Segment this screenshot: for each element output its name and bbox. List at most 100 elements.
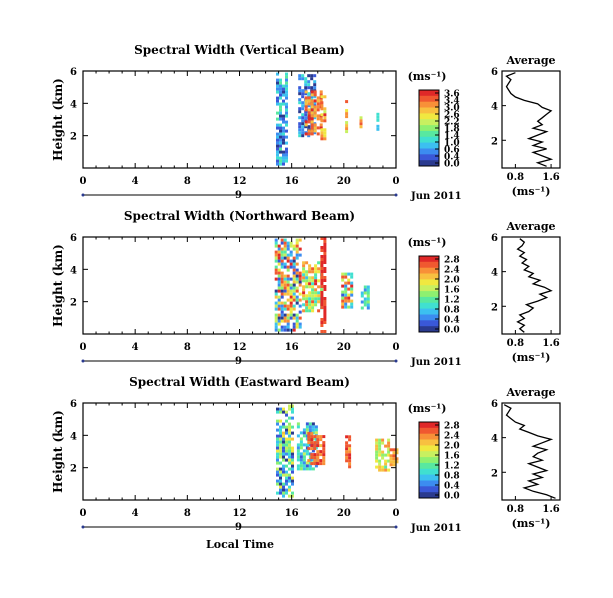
- data-cell: [313, 105, 317, 109]
- data-cell: [348, 447, 352, 451]
- average-x-tick-label: 1.6: [542, 504, 559, 515]
- data-cell: [274, 277, 278, 281]
- colorbar-tick-label: 3.0: [444, 104, 460, 114]
- data-cell: [322, 456, 326, 460]
- colorbar-tick-label: 0.4: [444, 316, 460, 326]
- data-cell: [298, 101, 302, 105]
- data-cell: [285, 147, 288, 151]
- data-cell: [282, 84, 285, 88]
- data-cell: [276, 407, 279, 411]
- data-cell: [308, 279, 312, 283]
- data-cell: [276, 132, 279, 136]
- data-cell: [307, 447, 311, 451]
- data-cell: [360, 291, 364, 295]
- data-cell: [319, 450, 323, 454]
- data-cell: [276, 440, 279, 444]
- average-title: Average: [505, 386, 555, 399]
- data-cell: [288, 404, 291, 408]
- data-cell: [283, 304, 287, 308]
- data-cell: [323, 110, 327, 114]
- colorbar-swatch: [419, 142, 439, 149]
- data-cell: [282, 93, 285, 97]
- data-cell: [311, 300, 315, 304]
- data-cell: [316, 99, 320, 103]
- data-cell: [319, 126, 323, 130]
- data-cell: [348, 456, 352, 460]
- data-cell: [285, 431, 288, 435]
- data-cell: [280, 319, 284, 323]
- data-cell: [286, 319, 290, 323]
- data-cell: [282, 491, 285, 495]
- data-cell: [280, 247, 284, 251]
- data-cell: [279, 90, 282, 94]
- data-cell: [323, 261, 327, 264]
- data-cell: [280, 313, 284, 317]
- data-cell: [302, 309, 306, 313]
- data-cell: [295, 250, 299, 254]
- data-cell: [277, 301, 281, 305]
- data-cell: [308, 464, 312, 468]
- data-cell: [292, 307, 296, 311]
- colorbar-swatch: [419, 474, 439, 481]
- colorbar-tick-label: 0.0: [444, 492, 460, 502]
- data-cell: [298, 316, 302, 320]
- y-tick-label: 2: [70, 464, 77, 475]
- colorbar-tick-label: 0.0: [444, 326, 460, 336]
- data-cell: [276, 479, 279, 483]
- data-cell: [344, 293, 348, 297]
- data-cell: [274, 253, 278, 257]
- data-cell: [320, 261, 324, 264]
- data-cell: [282, 410, 285, 414]
- data-cell: [295, 268, 299, 272]
- average-x-tick-label: 0.8: [507, 172, 524, 183]
- x-tick-label: 8: [184, 508, 191, 519]
- data-cell: [280, 328, 284, 332]
- data-cell: [276, 449, 279, 453]
- data-cell: [381, 468, 385, 472]
- data-cell: [286, 328, 290, 332]
- data-cell: [286, 313, 290, 317]
- data-cell: [277, 271, 281, 275]
- data-cell: [301, 125, 305, 129]
- data-cell: [313, 459, 317, 463]
- data-cell: [313, 129, 317, 133]
- x-tick-label: 12: [233, 508, 247, 519]
- data-cell: [279, 159, 282, 163]
- data-cell: [363, 291, 367, 295]
- average-y-tick-label: 4: [491, 434, 498, 445]
- data-cell: [323, 309, 327, 312]
- data-cell: [298, 292, 302, 296]
- x-tick-label: 12: [233, 342, 247, 353]
- data-cell: [282, 162, 285, 166]
- data-cell: [285, 153, 288, 157]
- data-cell: [308, 300, 312, 304]
- x-tick-label: 16: [285, 176, 299, 187]
- data-cell: [304, 86, 308, 90]
- colorbar-swatch: [419, 95, 439, 103]
- data-cell: [299, 437, 303, 441]
- data-cell: [320, 255, 324, 258]
- data-cell: [323, 246, 327, 249]
- data-cell: [359, 122, 363, 126]
- average-frame: [501, 402, 561, 501]
- data-cell: [319, 459, 323, 463]
- colorbar-tick-label: 2.0: [444, 442, 460, 452]
- data-cell: [316, 459, 320, 463]
- data-cell: [302, 297, 306, 301]
- average-x-tick-label: 0.8: [507, 338, 524, 349]
- data-cell: [307, 102, 311, 106]
- data-cell: [320, 273, 324, 276]
- data-cell: [301, 119, 305, 123]
- data-cell: [320, 303, 324, 306]
- data-cell: [279, 440, 282, 444]
- data-cell: [298, 283, 302, 287]
- data-cell: [310, 90, 314, 94]
- y-tick-label: 4: [70, 99, 77, 110]
- data-cell: [302, 264, 306, 268]
- data-cell: [279, 111, 282, 115]
- data-cell: [276, 482, 279, 486]
- x-tick-label: 20: [337, 508, 351, 519]
- data-cell: [310, 432, 314, 436]
- data-cell: [289, 298, 293, 302]
- data-cell: [316, 117, 320, 121]
